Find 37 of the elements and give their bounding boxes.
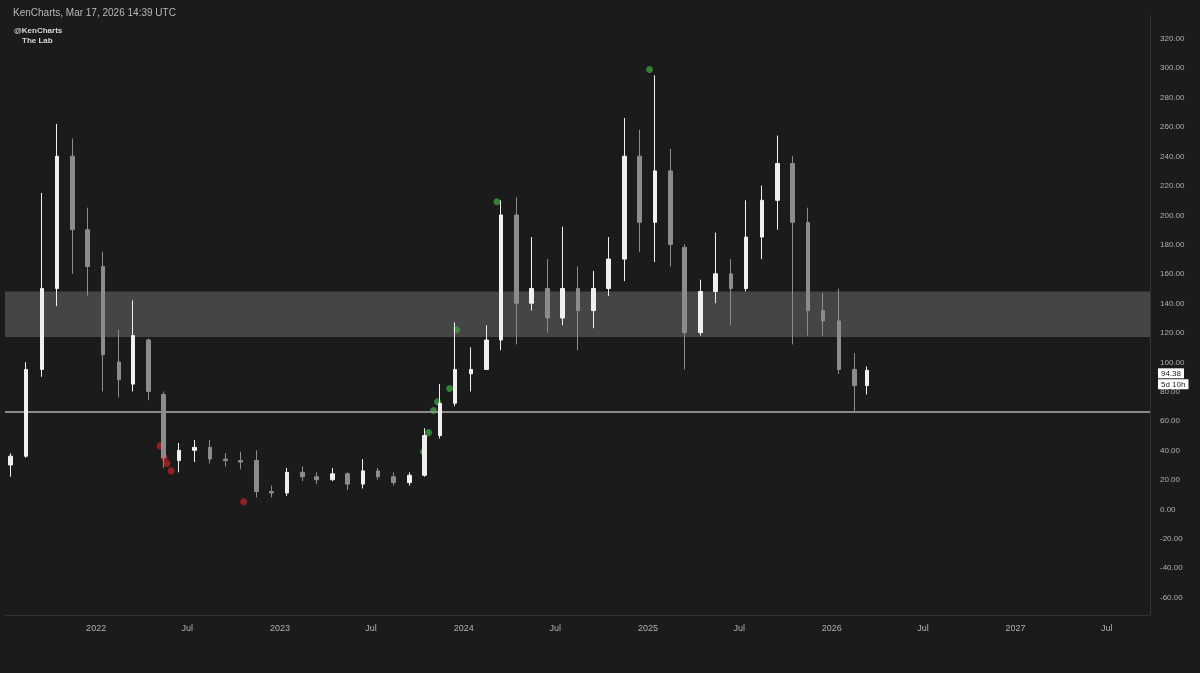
x-tick-label: 2022	[86, 622, 107, 633]
y-tick-label: 320.00	[1160, 34, 1186, 44]
x-tick-label: 2027	[1005, 622, 1026, 633]
y-tick-label: 0.00	[1160, 504, 1177, 514]
y-tick-label: -40.00	[1160, 563, 1184, 573]
x-tick-label: 2023	[269, 622, 290, 633]
y-tick-label: 220.00	[1160, 181, 1186, 191]
y-tick-label: 80.00	[1160, 386, 1181, 396]
y-tick-label: 200.00	[1160, 210, 1186, 220]
y-tick-label: 260.00	[1160, 122, 1186, 132]
y-tick-label: 20.00	[1160, 475, 1181, 485]
y-tick-label: -60.00	[1160, 592, 1184, 602]
y-tick-label: 280.00	[1160, 92, 1186, 102]
x-tick-label: Jul	[733, 622, 745, 633]
y-tick-label: 160.00	[1160, 269, 1186, 279]
text: 5d 10h	[1161, 379, 1186, 389]
x-tick-label: Jul	[1100, 622, 1113, 633]
annotation: The Lab	[22, 35, 53, 45]
x-tick-label: 2026	[821, 622, 842, 633]
y-tick-label: 140.00	[1160, 298, 1186, 308]
annotation: @KenCharts	[14, 25, 63, 35]
y-tick-label: 100.00	[1160, 357, 1186, 367]
y-tick-label: 180.00	[1160, 239, 1186, 249]
y-tick-label: 240.00	[1160, 151, 1186, 161]
y-tick-label: -20.00	[1160, 534, 1184, 544]
chart-title: KenCharts, Mar 17, 2026 14:39 UTC	[13, 6, 176, 18]
text: 94.38	[1161, 368, 1182, 378]
x-tick-label: Jul	[365, 622, 377, 633]
x-tick-label: Jul	[549, 622, 562, 633]
x-tick-label: Jul	[181, 622, 194, 633]
x-tick-label: Jul	[917, 622, 929, 633]
y-tick-label: 120.00	[1160, 328, 1186, 338]
x-tick-label: 2025	[637, 622, 659, 633]
x-tick-label: 2024	[453, 622, 474, 633]
y-tick-label: 40.00	[1160, 445, 1181, 455]
y-tick-label: 60.00	[1160, 416, 1181, 426]
y-tick-label: 300.00	[1160, 63, 1186, 73]
